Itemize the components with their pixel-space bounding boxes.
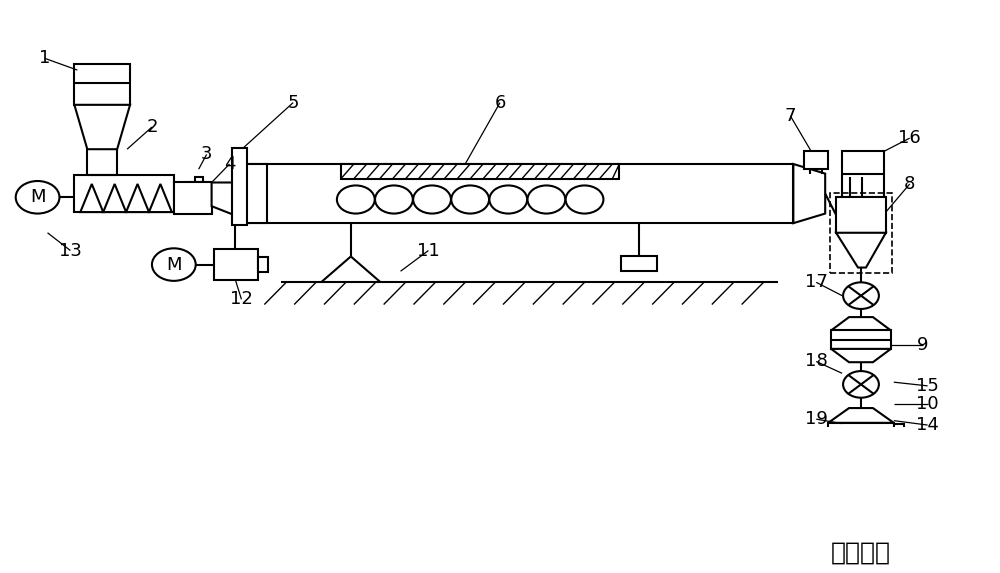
Bar bbox=[195, 176, 203, 182]
Polygon shape bbox=[74, 105, 130, 149]
Bar bbox=[190, 182, 206, 197]
Circle shape bbox=[489, 186, 527, 214]
Text: 18: 18 bbox=[805, 352, 828, 371]
Text: 15: 15 bbox=[916, 377, 939, 395]
Polygon shape bbox=[126, 184, 149, 212]
Bar bbox=[214, 249, 258, 280]
Polygon shape bbox=[793, 164, 825, 223]
Circle shape bbox=[528, 186, 565, 214]
Bar bbox=[245, 164, 793, 223]
Text: 10: 10 bbox=[916, 395, 939, 413]
Text: 12: 12 bbox=[230, 291, 253, 308]
Circle shape bbox=[566, 186, 603, 214]
Bar bbox=[828, 423, 894, 451]
Bar bbox=[174, 182, 212, 214]
Polygon shape bbox=[149, 184, 172, 212]
Polygon shape bbox=[831, 349, 891, 362]
Bar bbox=[831, 331, 891, 349]
Circle shape bbox=[843, 371, 879, 398]
Text: 5: 5 bbox=[287, 93, 299, 112]
Circle shape bbox=[843, 474, 879, 501]
Circle shape bbox=[451, 186, 489, 214]
Bar bbox=[74, 64, 130, 105]
Text: 后续处理: 后续处理 bbox=[831, 541, 891, 565]
Bar bbox=[232, 148, 247, 225]
Text: 11: 11 bbox=[417, 242, 440, 260]
Text: 13: 13 bbox=[59, 242, 82, 260]
Text: 1: 1 bbox=[39, 49, 50, 67]
Text: 16: 16 bbox=[898, 129, 921, 147]
Bar bbox=[621, 257, 657, 271]
Bar bbox=[804, 151, 828, 169]
Text: 2: 2 bbox=[146, 118, 158, 136]
Bar bbox=[341, 164, 619, 179]
Circle shape bbox=[843, 282, 879, 309]
Text: 17: 17 bbox=[805, 273, 828, 291]
Text: 3: 3 bbox=[201, 146, 212, 163]
Bar bbox=[74, 175, 174, 212]
Polygon shape bbox=[828, 408, 894, 423]
Text: 6: 6 bbox=[494, 93, 506, 112]
Text: 14: 14 bbox=[916, 416, 939, 434]
Circle shape bbox=[413, 186, 451, 214]
Text: 8: 8 bbox=[904, 175, 915, 193]
Polygon shape bbox=[103, 184, 126, 212]
Bar bbox=[830, 193, 892, 273]
Bar bbox=[245, 164, 267, 223]
Bar bbox=[258, 257, 268, 272]
Text: 4: 4 bbox=[224, 155, 235, 173]
Polygon shape bbox=[212, 182, 245, 219]
Circle shape bbox=[375, 186, 413, 214]
Circle shape bbox=[152, 248, 196, 281]
Bar bbox=[842, 151, 884, 197]
Text: M: M bbox=[30, 189, 45, 206]
Polygon shape bbox=[80, 184, 103, 212]
Polygon shape bbox=[836, 233, 886, 268]
Bar bbox=[836, 197, 886, 233]
Circle shape bbox=[337, 186, 375, 214]
Text: 7: 7 bbox=[785, 107, 796, 125]
Text: 19: 19 bbox=[805, 410, 828, 428]
Polygon shape bbox=[831, 317, 891, 331]
Polygon shape bbox=[828, 451, 894, 466]
Bar bbox=[894, 444, 904, 451]
Text: 9: 9 bbox=[917, 336, 928, 354]
Text: M: M bbox=[166, 256, 182, 273]
Bar bbox=[894, 424, 904, 431]
Circle shape bbox=[16, 181, 59, 214]
